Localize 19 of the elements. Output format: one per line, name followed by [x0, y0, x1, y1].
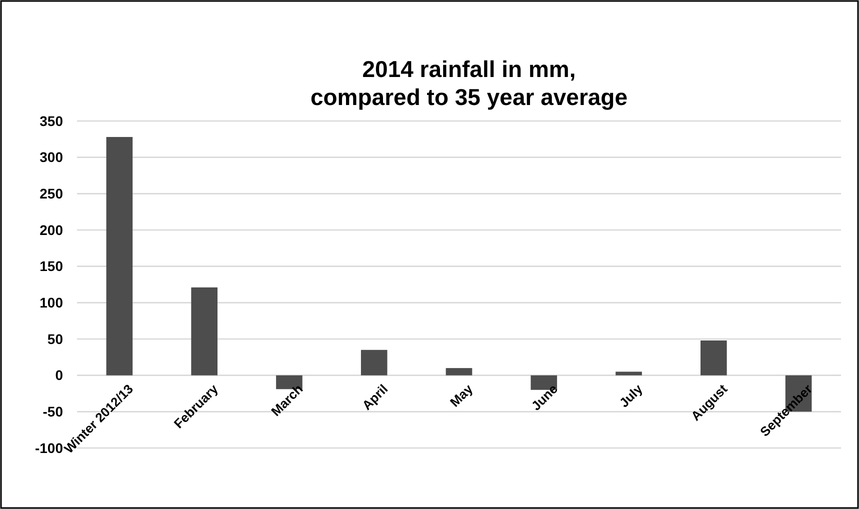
bar — [616, 372, 642, 376]
x-tick-label: May — [447, 380, 476, 410]
y-tick-label: -100 — [34, 440, 64, 456]
y-tick-label: 300 — [40, 149, 64, 166]
y-tick-label: 200 — [40, 222, 64, 238]
y-tick-label: 150 — [40, 258, 64, 274]
y-tick-label: 50 — [47, 330, 64, 347]
bar — [446, 368, 472, 376]
bar — [360, 350, 388, 376]
y-tick-label: 0 — [55, 367, 64, 384]
bar — [700, 340, 727, 376]
bar — [191, 287, 218, 376]
x-tick-label: July — [616, 380, 646, 410]
chart-title: 2014 rainfall in mm, compared to 35 year average — [310, 56, 628, 110]
bar — [106, 136, 133, 376]
y-tick-label: -50 — [42, 404, 64, 420]
y-tick-label: 250 — [40, 186, 64, 202]
y-tick-label: 100 — [40, 294, 64, 311]
y-tick-label: 350 — [40, 112, 64, 129]
